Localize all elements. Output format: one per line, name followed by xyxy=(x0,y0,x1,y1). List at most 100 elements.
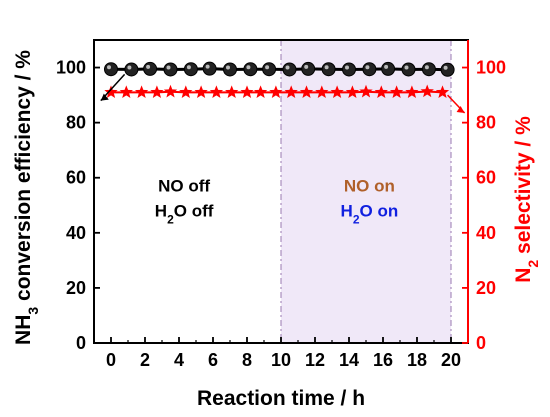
x-tick-label-12: 12 xyxy=(305,350,325,370)
series-0-point-9 xyxy=(282,62,297,77)
right-y-tick-label-20: 20 xyxy=(476,278,496,298)
series-0-point-highlight-16 xyxy=(424,65,429,70)
series-1-point-12 xyxy=(284,85,298,98)
series-1-point-20 xyxy=(405,85,419,98)
annotation-part-0: H xyxy=(341,201,353,220)
left-region-label-0: NO off xyxy=(158,177,210,196)
series-0-point-highlight-10 xyxy=(304,64,309,69)
left-y-tick-label-60: 60 xyxy=(66,168,86,188)
series-0-point-highlight-8 xyxy=(265,65,270,70)
right-y-tick-label-0: 0 xyxy=(476,333,486,353)
right-y-axis-title: N2 selectivity / % xyxy=(512,116,541,283)
series-0-point-highlight-17 xyxy=(443,65,448,70)
series-1-point-1 xyxy=(119,85,133,98)
series-1-point-14 xyxy=(315,85,329,98)
left-y-tick-label-100: 100 xyxy=(56,58,86,78)
series-0-point-15 xyxy=(401,62,416,77)
right-y-title-rest: selectivity / % xyxy=(512,116,535,260)
x-tick-label-10: 10 xyxy=(271,350,291,370)
right-y-title-main: N xyxy=(512,268,535,283)
series-1-point-11 xyxy=(269,85,283,98)
series-0-point-highlight-12 xyxy=(345,65,349,70)
series-1-point-9 xyxy=(240,85,254,98)
series-0-point-highlight-15 xyxy=(404,65,409,70)
x-tick-label-8: 8 xyxy=(242,350,252,370)
left-y-tick-label-40: 40 xyxy=(66,223,86,243)
series-0-point-highlight-6 xyxy=(226,65,230,70)
right-y-tick-label-40: 40 xyxy=(476,223,496,243)
series-1-point-10 xyxy=(253,85,268,98)
x-tick-label-4: 4 xyxy=(174,350,184,370)
x-tick-label-14: 14 xyxy=(339,350,359,370)
right-y-tick-label-80: 80 xyxy=(476,113,496,133)
series-0-point-17 xyxy=(440,62,455,77)
series-0-point-12 xyxy=(342,62,356,77)
series-0-point-7 xyxy=(243,62,258,77)
series-0-point-2 xyxy=(143,61,158,76)
series-1-point-6 xyxy=(194,85,208,98)
series-0-point-3 xyxy=(163,62,178,77)
left-y-title-main: NH xyxy=(12,315,35,345)
left-arrow-head xyxy=(100,93,109,101)
right-region-label-1: H2O on xyxy=(341,201,399,226)
series-0-line xyxy=(110,67,448,72)
series-1-point-4 xyxy=(163,84,178,98)
series-0-point-5 xyxy=(202,61,217,76)
series-1-point-17 xyxy=(359,84,373,98)
annotation-part-0: NO off xyxy=(158,177,210,196)
annotation-part-0: NO on xyxy=(344,177,395,196)
series-0-point-6 xyxy=(223,62,237,77)
series-1-point-5 xyxy=(179,85,193,98)
series-1-point-16 xyxy=(345,85,360,98)
series-1-point-8 xyxy=(225,85,239,98)
series-1-point-0 xyxy=(104,85,118,98)
series-1-point-18 xyxy=(374,85,388,98)
series-1-point-2 xyxy=(134,85,149,98)
series-0-point-highlight-9 xyxy=(285,65,290,70)
series-0-point-highlight-5 xyxy=(205,64,210,69)
series-0-point-16 xyxy=(421,62,436,77)
series-0-point-11 xyxy=(321,62,336,77)
series-1-point-19 xyxy=(389,85,404,98)
series-1-point-7 xyxy=(209,85,224,98)
series-0-point-highlight-4 xyxy=(186,65,191,70)
annotation-part-1: 2 xyxy=(167,212,174,226)
annotation-part-1: 2 xyxy=(353,212,360,226)
series-1-point-3 xyxy=(150,85,164,98)
right-y-title-sub: 2 xyxy=(525,260,541,268)
left-y-tick-label-0: 0 xyxy=(76,333,86,353)
series-0-point-0 xyxy=(104,62,118,77)
right-region-label-0: NO on xyxy=(344,177,395,196)
series-1-point-15 xyxy=(330,85,344,98)
series-0-point-highlight-0 xyxy=(107,65,111,70)
series-0-point-highlight-3 xyxy=(166,65,171,70)
series-0-point-highlight-13 xyxy=(365,65,370,70)
series-0-point-13 xyxy=(362,62,377,77)
right-axis-arrow xyxy=(447,94,466,114)
x-tick-label-0: 0 xyxy=(106,350,116,370)
series-0-point-highlight-11 xyxy=(324,65,329,70)
annotation-part-2: O off xyxy=(174,201,214,220)
left-axis-arrow xyxy=(100,73,126,102)
series-0-point-4 xyxy=(183,62,198,77)
series-0-point-8 xyxy=(262,62,277,77)
left-y-title-sub: 3 xyxy=(25,307,41,315)
x-tick-label-16: 16 xyxy=(373,350,393,370)
annotation-part-2: O on xyxy=(360,201,399,220)
x-tick-label-2: 2 xyxy=(140,350,150,370)
series-1-point-13 xyxy=(299,85,314,98)
series-0-point-10 xyxy=(301,61,316,76)
series-0-point-14 xyxy=(381,61,396,76)
left-y-tick-label-20: 20 xyxy=(66,278,86,298)
series-0-point-highlight-7 xyxy=(246,65,251,70)
annotation-part-0: H xyxy=(155,201,167,220)
axes-layer: 0 2 4 6 8 10 12 14 16 18 20 0 20 40 60 80 100 0 20 40 60 80 10… xyxy=(56,40,506,370)
series-layer xyxy=(104,61,455,98)
right-y-tick-label-100: 100 xyxy=(476,58,506,78)
left-y-tick-label-80: 80 xyxy=(66,113,86,133)
x-tick-label-18: 18 xyxy=(407,350,427,370)
series-1-point-21 xyxy=(420,84,434,98)
x-tick-label-20: 20 xyxy=(441,350,461,370)
